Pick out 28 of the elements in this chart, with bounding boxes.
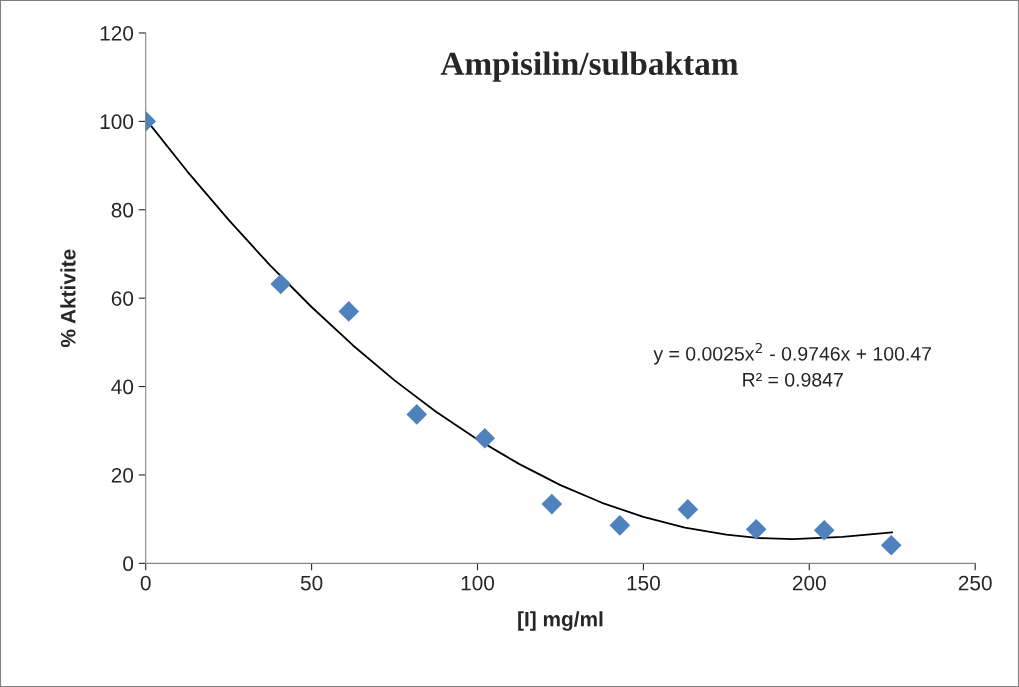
- x-tick-label: 150: [627, 575, 660, 591]
- x-tick-label: 0: [140, 575, 151, 591]
- point: [609, 515, 631, 536]
- x-tick-label: 100: [461, 575, 495, 591]
- annotation: y = 0.0025x$^{2}$ - 0.9746x + 100.47: [653, 342, 931, 365]
- x-tick-label: 250: [958, 575, 992, 591]
- point: [338, 301, 360, 322]
- y-tick-label: 0: [123, 556, 134, 572]
- y-tick-label: 40: [111, 379, 134, 395]
- y-tick-label: 100: [100, 114, 134, 130]
- y-tick-label: 80: [111, 202, 134, 218]
- point: [541, 493, 563, 515]
- x-tick-label: 200: [792, 575, 826, 591]
- y-tick-label: 120: [100, 25, 134, 41]
- point: [270, 273, 292, 295]
- y-tick-label: 60: [111, 291, 134, 306]
- point: [745, 519, 767, 540]
- y-axis-title: % Aktivite: [60, 249, 76, 348]
- x-tick-label: 50: [300, 575, 323, 591]
- text: Ampisilin/sulbaktam: [440, 51, 739, 82]
- point: [813, 519, 835, 541]
- point: [474, 427, 496, 449]
- annotation: R² = 0.9847: [743, 372, 843, 387]
- point: [406, 404, 428, 425]
- point: [677, 499, 699, 520]
- x-axis-title: [I] mg/ml: [518, 611, 603, 631]
- y-tick-label: 20: [111, 467, 134, 483]
- point: [880, 534, 902, 556]
